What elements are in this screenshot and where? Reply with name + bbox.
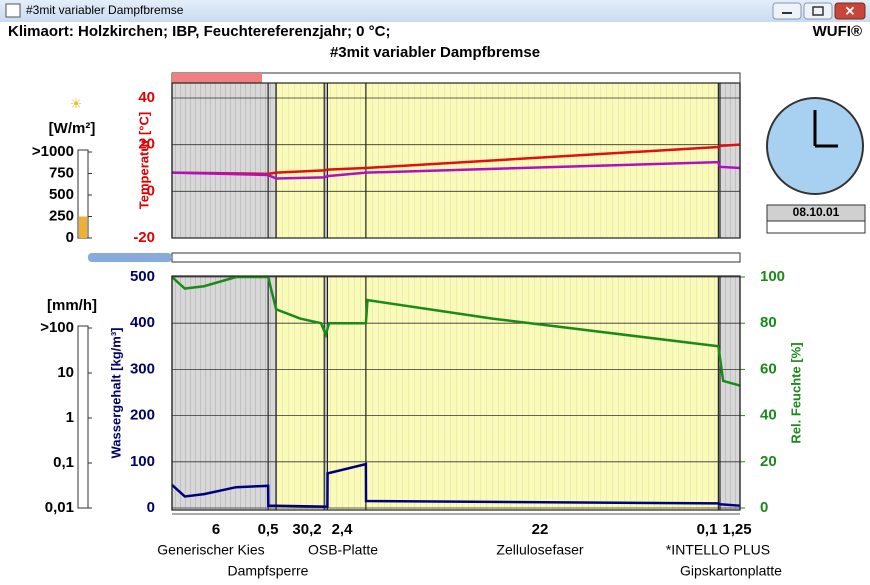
layer-thickness: 6 [212, 521, 220, 538]
result-title: #3mit variabler Dampfbremse [330, 44, 540, 61]
layer-region [172, 276, 269, 510]
layer-region [268, 83, 277, 238]
radiation-bar [79, 216, 87, 238]
layer-thickness: 0,1 [697, 521, 718, 538]
window-title: #3mit variabler Dampfbremse [26, 3, 184, 17]
layer-thickness: 1,25 [722, 521, 751, 538]
rain-tick-label: >100 [40, 319, 74, 336]
layer-name: Zellulosefaser [496, 542, 583, 558]
layer-thickness: 22 [532, 521, 549, 538]
title-bar [0, 0, 870, 22]
series-line [171, 275, 741, 387]
y2-tick-label: 20 [760, 453, 777, 470]
y-tick-label: 400 [130, 314, 155, 331]
layer-name: *INTELLO PLUS [666, 542, 770, 558]
layer-name: Gipskartonplatte [680, 563, 782, 579]
y2-tick-label: 0 [760, 499, 768, 516]
brand: WUFI® [813, 23, 862, 40]
layer-thickness: 30,2 [292, 521, 321, 538]
layer-thickness: 2,4 [332, 521, 354, 538]
layer-region [276, 276, 325, 510]
y2-tick-label: 100 [760, 268, 785, 285]
y-tick-label: 500 [130, 268, 155, 285]
y-axis-label: Temperatur [°C] [136, 112, 151, 209]
y2-tick-label: 60 [760, 360, 777, 377]
radiation-tick-label: 750 [49, 164, 74, 181]
y-tick-label: 20 [138, 136, 155, 153]
radiation-tick-label: >1000 [32, 143, 74, 160]
layer-name: Generischer Kies [157, 542, 264, 558]
location-header: Klimaort: Holzkirchen; IBP, Feuchterefer… [8, 23, 390, 40]
app-icon [5, 3, 21, 18]
layer-region [327, 83, 366, 238]
radiation-unit: [W/m²] [49, 120, 96, 137]
rain-tick-label: 0,1 [53, 454, 74, 471]
layer-region [324, 83, 328, 238]
y-tick-label: 200 [130, 407, 155, 424]
y-tick-label: 300 [130, 360, 155, 377]
close-icon: ✕ [845, 3, 856, 18]
layer-region [327, 276, 366, 510]
series-line [171, 462, 741, 508]
layer-region [718, 276, 720, 510]
layer-region [324, 276, 328, 510]
radiation-tick-label: 500 [49, 186, 74, 203]
rain-gauge [77, 325, 89, 509]
layer-region [365, 83, 719, 238]
clock-date: 08.10.01 [793, 205, 840, 219]
layer-thickness: 0,5 [258, 521, 279, 538]
layer-region [365, 276, 719, 510]
layer-region [268, 276, 277, 510]
y-tick-label: -20 [133, 229, 155, 246]
plot-frame [171, 82, 741, 239]
close-button[interactable] [834, 2, 866, 20]
y-tick-label: 40 [138, 89, 155, 106]
series-line [171, 160, 741, 180]
y-tick-label: 0 [147, 182, 155, 199]
layer-region [718, 83, 720, 238]
y-axis-label: Wassergehalt [kg/m³] [108, 328, 123, 459]
layer-name: Dampfsperre [228, 563, 309, 579]
rain-unit: [mm/h] [47, 297, 97, 314]
middle-strip-marker [88, 253, 172, 262]
top-strip-marker [172, 73, 262, 83]
layer-region [276, 83, 325, 238]
middle-strip [171, 252, 741, 263]
minimize-button[interactable] [772, 2, 802, 20]
layer-region [172, 83, 269, 238]
maximize-icon [812, 6, 824, 16]
maximize-button[interactable] [803, 2, 833, 20]
y2-axis-label: Rel. Feuchte [%] [788, 342, 803, 443]
layer-name: OSB-Platte [308, 542, 378, 558]
plot-frame [171, 275, 741, 511]
y2-tick-label: 80 [760, 314, 777, 331]
series-line [171, 143, 741, 176]
rain-tick-label: 0,01 [45, 499, 74, 516]
layer-region [719, 83, 740, 238]
y-tick-label: 100 [130, 453, 155, 470]
date-box-lower [766, 220, 866, 234]
layer-region [719, 276, 740, 510]
y-tick-label: 0 [147, 499, 155, 516]
rain-tick-label: 1 [66, 409, 74, 426]
sun-icon: ☀ [70, 96, 83, 112]
radiation-tick-label: 0 [66, 229, 74, 246]
rain-tick-label: 10 [57, 364, 74, 381]
y2-tick-label: 40 [760, 407, 777, 424]
radiation-tick-label: 250 [49, 207, 74, 224]
